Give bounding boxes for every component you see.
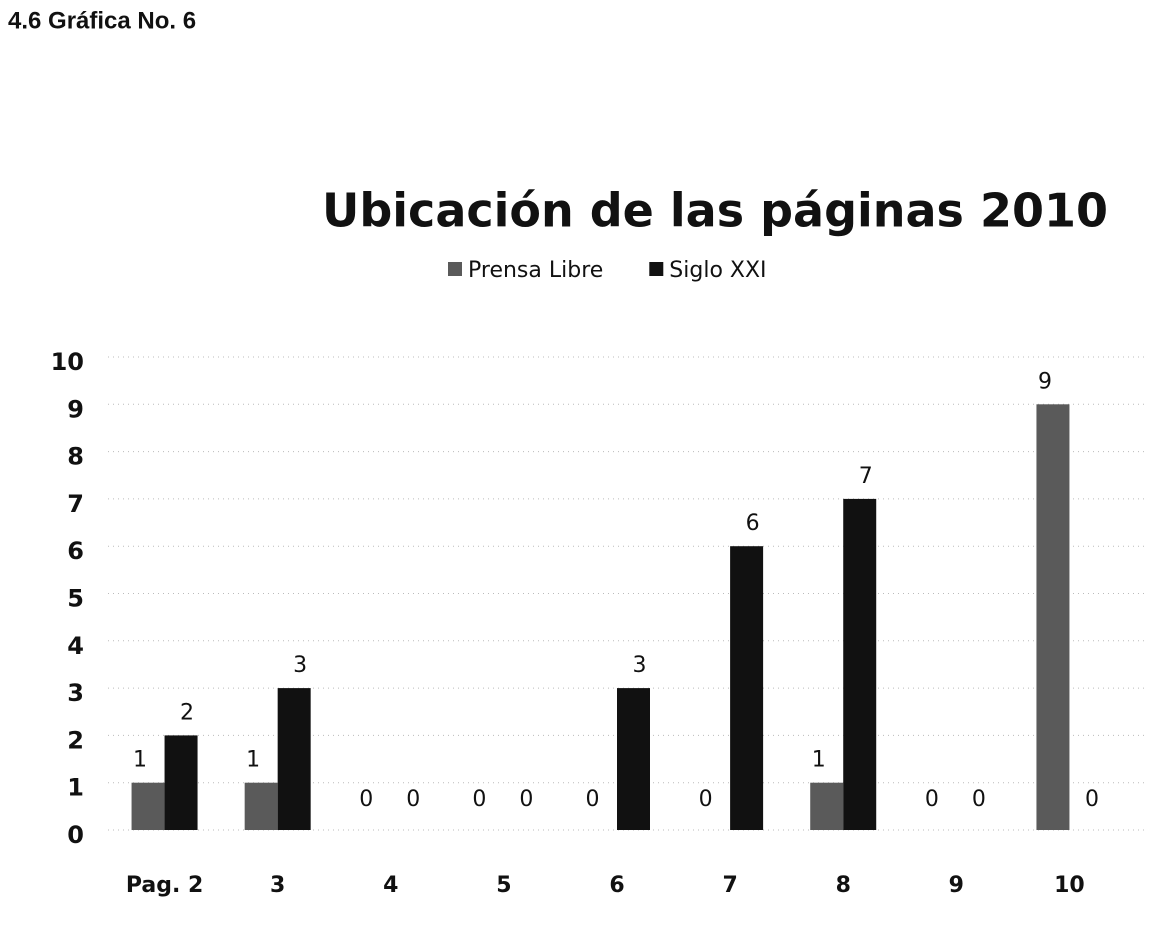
value-label: 6	[746, 511, 760, 536]
value-label: 3	[633, 653, 647, 678]
bar	[810, 782, 844, 830]
value-label: 9	[1038, 369, 1052, 394]
value-label: 0	[519, 787, 533, 812]
y-tick-label: 2	[67, 726, 84, 754]
y-tick-label: 3	[67, 679, 84, 707]
y-tick-label: 8	[67, 443, 84, 471]
y-tick-label: 7	[67, 490, 84, 518]
x-tick-label: 4	[383, 873, 398, 898]
bar	[244, 782, 278, 830]
value-label: 1	[246, 748, 260, 773]
bar	[164, 735, 198, 830]
value-label: 1	[812, 748, 826, 773]
y-tick-label: 0	[67, 821, 84, 849]
y-tick-label: 6	[67, 537, 84, 565]
value-label: 0	[1085, 787, 1099, 812]
x-tick-label: 8	[836, 873, 851, 898]
bar	[617, 688, 650, 830]
x-tick-label: 3	[270, 873, 285, 898]
value-label: 0	[925, 787, 939, 812]
bar	[277, 688, 311, 830]
x-tick-label: 6	[609, 873, 624, 898]
value-label: 0	[699, 787, 713, 812]
x-tick-label: Pag. 2	[126, 873, 203, 898]
y-tick-label: 4	[67, 632, 84, 660]
legend-swatch	[649, 262, 664, 276]
legend-label: Siglo XXI	[669, 258, 766, 283]
x-tick-label: 5	[496, 873, 511, 898]
x-tick-label: 9	[949, 873, 964, 898]
bar	[131, 782, 165, 830]
heading: 4.6 Gráfica No. 6	[8, 7, 196, 34]
bar	[843, 498, 877, 830]
value-label: 7	[859, 464, 873, 489]
value-label: 0	[586, 787, 600, 812]
value-label: 2	[180, 700, 194, 725]
value-label: 1	[133, 748, 147, 773]
chart-title: Ubicación de las páginas 2010	[322, 184, 1108, 238]
y-tick-label: 5	[67, 585, 84, 613]
y-tick-label: 1	[67, 774, 84, 802]
x-tick-label: 10	[1054, 873, 1085, 898]
bar	[1036, 404, 1070, 830]
value-label: 0	[472, 787, 486, 812]
value-label: 0	[406, 787, 420, 812]
value-label: 0	[972, 787, 986, 812]
legend-label: Prensa Libre	[468, 258, 603, 283]
y-tick-label: 9	[67, 395, 84, 423]
value-label: 0	[359, 787, 373, 812]
value-label: 3	[293, 653, 307, 678]
bar	[730, 546, 764, 830]
x-tick-label: 7	[722, 873, 737, 898]
legend-swatch	[448, 262, 462, 276]
y-tick-label: 10	[51, 348, 84, 376]
